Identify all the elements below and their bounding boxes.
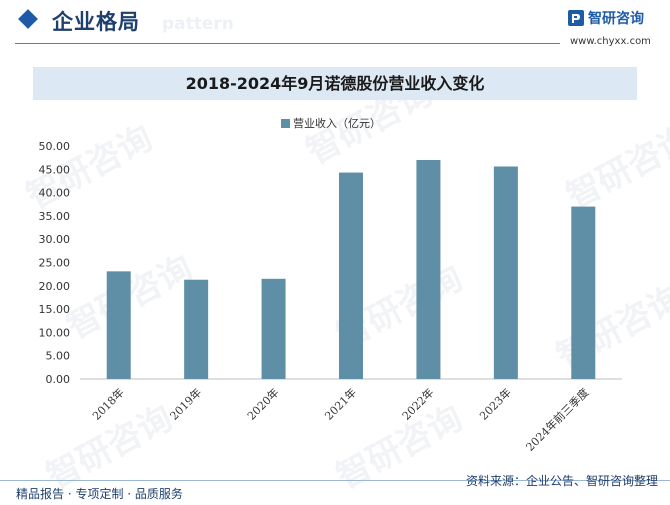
y-tick-label: 5.00 bbox=[46, 350, 71, 363]
legend-label: 营业收入（亿元） bbox=[293, 117, 381, 130]
chart-title: 2018-2024年9月诺德股份营业收入变化 bbox=[185, 74, 485, 93]
header-watermark-word: pattern bbox=[162, 14, 234, 34]
x-tick-label: 2024年前三季度 bbox=[523, 385, 592, 454]
bar bbox=[571, 206, 596, 379]
footer-divider bbox=[0, 480, 670, 481]
bar bbox=[261, 278, 286, 379]
header-divider bbox=[15, 43, 560, 44]
logo-name: 智研咨询 bbox=[588, 11, 644, 27]
brand-logo: 智研咨询 www.chyxx.com bbox=[568, 8, 668, 48]
y-tick-label: 45.00 bbox=[39, 163, 71, 176]
bar bbox=[493, 166, 518, 379]
legend-swatch bbox=[281, 119, 290, 128]
section-title: 企业格局 bbox=[52, 10, 140, 34]
bar bbox=[416, 159, 441, 379]
chart-title-bar: 2018-2024年9月诺德股份营业收入变化 bbox=[33, 67, 637, 100]
y-tick-label: 40.00 bbox=[39, 187, 71, 200]
y-tick-label: 10.00 bbox=[39, 326, 71, 339]
bar bbox=[339, 172, 363, 379]
y-tick-label: 20.00 bbox=[39, 280, 71, 293]
logo-icon bbox=[568, 10, 584, 26]
page-header: 企业格局 pattern 智研咨询 www.chyxx.com bbox=[0, 0, 670, 48]
y-tick-label: 35.00 bbox=[39, 210, 71, 223]
footer-tagline: 精品报告 · 专项定制 · 品质服务 bbox=[16, 487, 183, 501]
x-tick-label: 2019年 bbox=[167, 385, 204, 422]
y-tick-label: 15.00 bbox=[39, 303, 71, 316]
bar bbox=[184, 279, 209, 379]
y-tick-label: 30.00 bbox=[39, 233, 71, 246]
logo-url: www.chyxx.com bbox=[570, 36, 651, 47]
source-note: 资料来源：企业公告、智研咨询整理 bbox=[465, 474, 658, 488]
x-tick-label: 2018年 bbox=[89, 385, 126, 422]
y-tick-label: 25.00 bbox=[39, 257, 71, 270]
x-tick-label: 2020年 bbox=[244, 385, 281, 422]
y-tick-label: 50.00 bbox=[39, 140, 71, 153]
bar bbox=[106, 271, 131, 379]
x-tick-label: 2023年 bbox=[477, 385, 514, 422]
x-tick-label: 2022年 bbox=[399, 385, 436, 422]
y-tick-label: 0.00 bbox=[46, 373, 71, 386]
x-tick-label: 2021年 bbox=[322, 385, 359, 422]
